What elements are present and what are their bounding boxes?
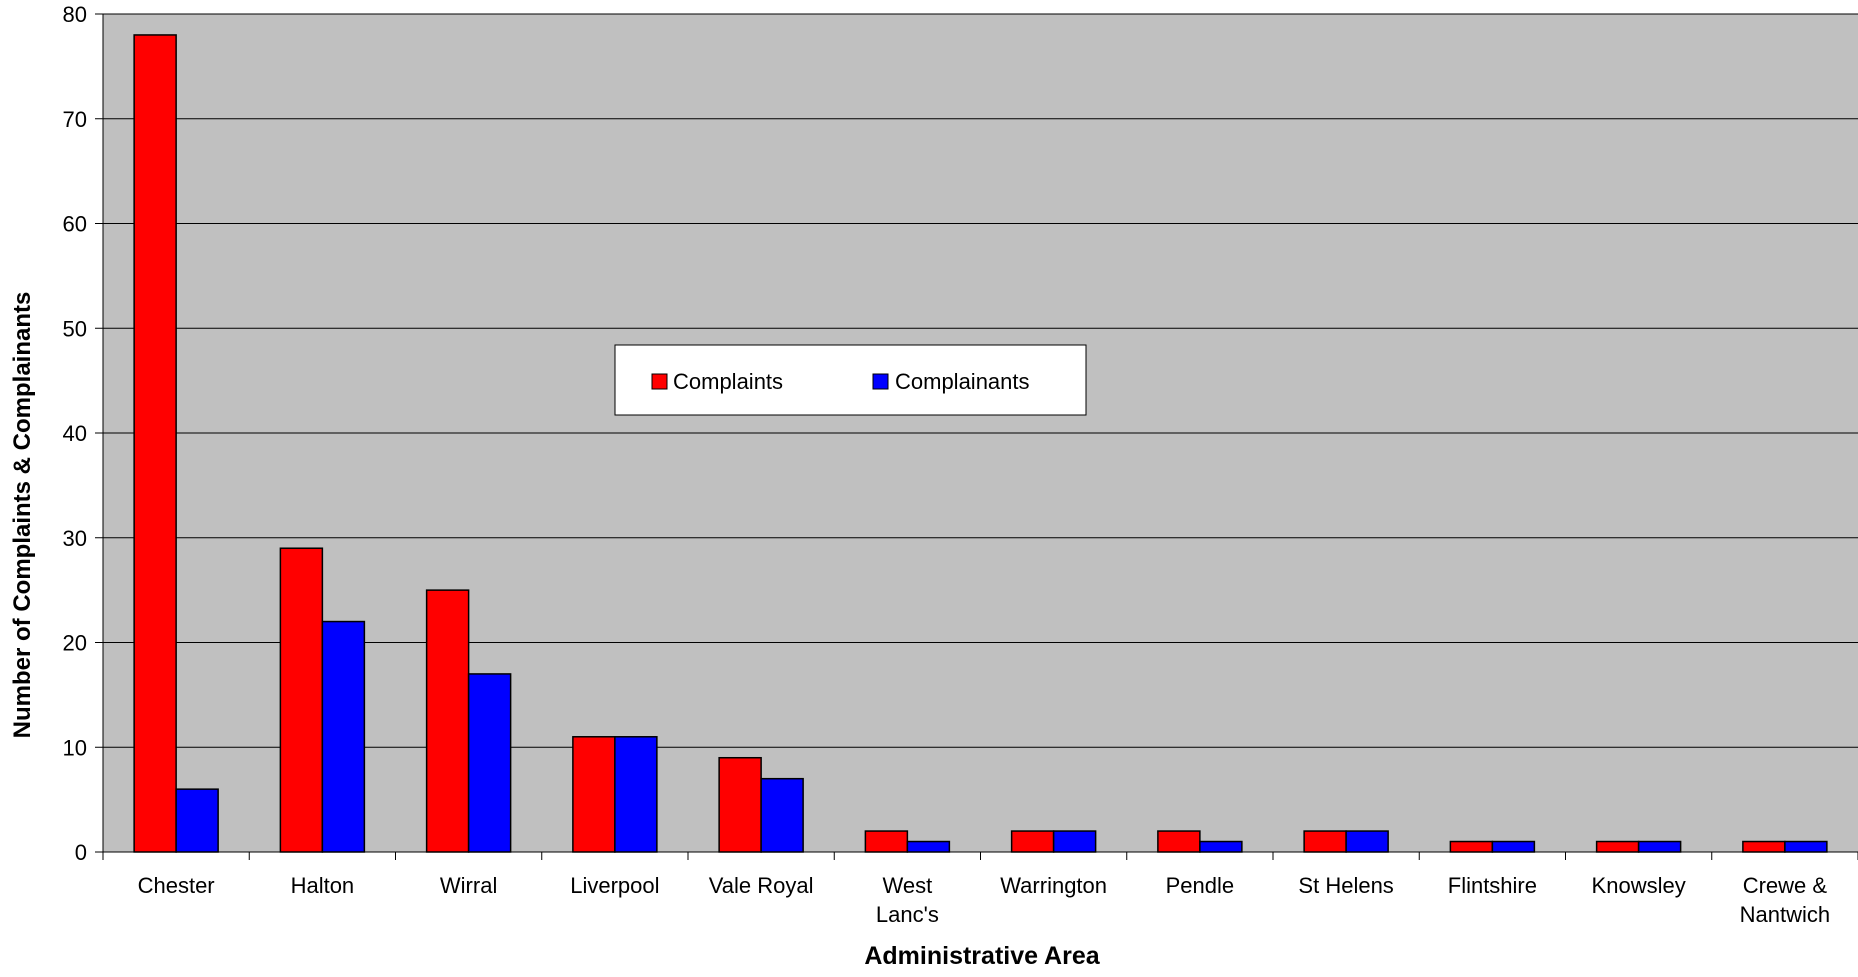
bar-complaints-9 bbox=[1449, 840, 1494, 853]
x-tick-label: Crewe & bbox=[1743, 873, 1828, 898]
bar-complaints-0 bbox=[133, 34, 177, 853]
y-tick-labels: 0 10 20 30 40 50 60 70 80 bbox=[63, 2, 87, 865]
axes bbox=[95, 13, 1858, 860]
bar-complainants-6 bbox=[1052, 830, 1097, 853]
bars bbox=[133, 34, 1828, 853]
bar-complainants-2 bbox=[467, 673, 512, 853]
bar-complainants-9 bbox=[1491, 840, 1536, 853]
bar-complainants-10 bbox=[1637, 840, 1682, 853]
x-tick-label: St Helens bbox=[1298, 873, 1393, 898]
y-axis-label: Number of Complaints & Complainants bbox=[9, 292, 36, 739]
x-tick-label: Warrington bbox=[1000, 873, 1107, 898]
x-tick-labels: Chester Halton Wirral Liverpool Vale Royal We… bbox=[138, 873, 1831, 927]
x-tick-label: Halton bbox=[291, 873, 355, 898]
bar-complaints-11 bbox=[1742, 840, 1786, 853]
bar-complainants-11 bbox=[1784, 840, 1828, 853]
y-tick-label: 70 bbox=[63, 107, 87, 132]
legend: Complaints Complainants bbox=[614, 344, 1087, 416]
legend-box bbox=[614, 344, 1087, 416]
x-tick-label: Liverpool bbox=[570, 873, 659, 898]
x-tick-label: Nantwich bbox=[1740, 902, 1830, 927]
y-tick-label: 40 bbox=[63, 421, 87, 446]
bar-complainants-1 bbox=[321, 620, 366, 853]
y-tick-label: 60 bbox=[63, 212, 87, 237]
bar-complainants-3 bbox=[614, 736, 658, 853]
x-tick-label: West bbox=[883, 873, 933, 898]
bar-complaints-4 bbox=[718, 756, 762, 853]
y-tick-label: 10 bbox=[63, 735, 87, 760]
x-tick-label: Lanc's bbox=[876, 902, 939, 927]
legend-swatch-complaints bbox=[651, 373, 668, 390]
legend-label-complaints: Complaints bbox=[673, 369, 783, 394]
bar-complaints-5 bbox=[864, 830, 909, 853]
legend-swatch-complainants bbox=[872, 373, 889, 390]
bar-complaints-7 bbox=[1157, 830, 1201, 853]
bar-complainants-5 bbox=[906, 840, 951, 853]
bar-complainants-4 bbox=[760, 777, 804, 853]
bar-complaints-10 bbox=[1595, 840, 1640, 853]
bar-complaints-6 bbox=[1010, 830, 1055, 853]
y-tick-label: 0 bbox=[75, 840, 87, 865]
bar-complainants-0 bbox=[175, 788, 219, 853]
bar-complainants-7 bbox=[1199, 840, 1243, 853]
bar-complaints-1 bbox=[279, 547, 324, 853]
x-tick-label: Vale Royal bbox=[709, 873, 814, 898]
x-tick-label: Wirral bbox=[440, 873, 497, 898]
x-axis-label: Administrative Area bbox=[864, 942, 1100, 970]
y-tick-label: 30 bbox=[63, 526, 87, 551]
y-tick-label: 80 bbox=[63, 2, 87, 27]
x-tick-label: Pendle bbox=[1166, 873, 1235, 898]
bar-complaints-2 bbox=[425, 589, 470, 853]
gridlines bbox=[103, 13, 1858, 748]
x-tick-label: Flintshire bbox=[1448, 873, 1537, 898]
bar-complaints-8 bbox=[1303, 830, 1347, 853]
x-tick-label: Knowsley bbox=[1592, 873, 1686, 898]
y-tick-label: 50 bbox=[63, 316, 87, 341]
y-tick-label: 20 bbox=[63, 631, 87, 656]
bar-complaints-3 bbox=[572, 736, 616, 853]
x-tick-label: Chester bbox=[138, 873, 215, 898]
legend-label-complainants: Complainants bbox=[895, 369, 1030, 394]
bar-complainants-8 bbox=[1345, 830, 1389, 853]
